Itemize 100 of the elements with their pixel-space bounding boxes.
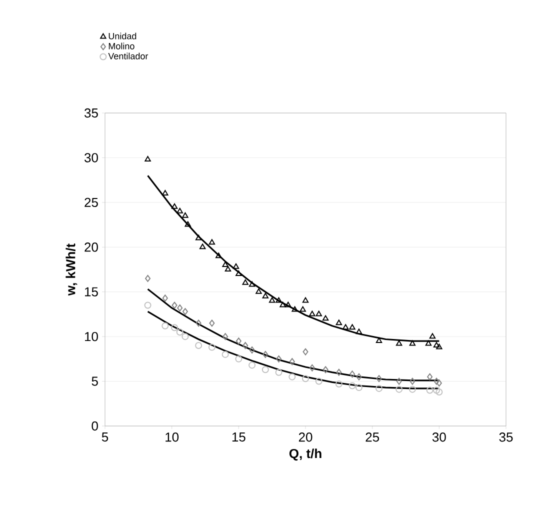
point [248,281,256,287]
point [309,310,316,316]
point [196,320,202,327]
y-tick-label: 5 [92,376,98,386]
point [182,333,189,340]
point [336,320,342,326]
point [242,279,248,285]
point [356,373,362,380]
point [285,302,292,308]
y-tick-label: 10 [85,332,98,342]
point [436,388,443,396]
point [396,386,403,393]
point [436,344,442,350]
point [176,328,184,336]
point [222,350,229,358]
point [249,346,255,354]
point [409,340,416,346]
point [302,297,309,303]
point [376,338,382,344]
point [199,244,206,250]
point [242,342,248,350]
point [262,292,269,298]
point [292,306,298,312]
x-tick-label: 15 [232,432,246,442]
point [342,324,349,330]
point [408,386,416,393]
point [232,263,240,269]
y-tick-label: 0 [92,421,98,431]
point [236,270,242,276]
y-tick-label: 35 [84,108,98,118]
point [355,384,362,392]
point [262,366,269,374]
point [171,203,178,209]
point [433,342,440,348]
y-axis-title: w, kWh/t [66,244,78,296]
x-tick-label: 10 [166,432,179,442]
x-tick-label: 25 [366,432,380,442]
point [184,221,191,227]
point [195,234,202,240]
point [276,355,282,362]
y-tick-label: 25 [84,198,98,208]
point [348,382,356,390]
point [248,362,256,369]
point [376,375,382,382]
point [144,302,152,309]
point [195,342,202,350]
point [322,315,329,321]
point [275,368,282,376]
point [289,358,295,366]
point [315,378,322,385]
point [396,340,402,346]
y-tick-label: 30 [84,153,98,162]
point [208,344,216,351]
point [434,378,440,385]
point [235,355,242,362]
line-series [146,288,440,382]
y-tick-label: 20 [84,242,98,252]
point [426,386,434,394]
point [236,338,242,345]
legend-label: Molino [108,42,134,50]
point [224,266,232,272]
point [145,274,151,282]
point [300,306,306,312]
point [316,310,322,316]
point [425,340,432,346]
point [208,239,216,245]
point [432,386,440,394]
point [376,384,383,392]
legend-label: Ventilador [108,52,148,60]
legend-label: Unidad [108,32,136,40]
line-series [146,310,440,390]
x-axis-title: Q, t/h [289,448,322,461]
point [162,190,168,196]
point [322,366,328,374]
point [262,350,268,358]
point [256,288,262,294]
point [288,373,296,380]
point [349,324,356,330]
point [336,368,342,376]
point [350,370,356,378]
point [302,348,308,356]
point [222,262,228,268]
point [410,378,416,385]
point [176,208,183,214]
x-tick-label: 30 [432,432,446,442]
point [280,302,286,308]
point [436,380,442,387]
point [268,297,276,303]
point [216,252,222,258]
point [182,308,188,316]
point [222,333,228,340]
point [427,373,433,380]
x-tick-label: 20 [298,432,312,442]
point [162,322,169,330]
point [182,212,188,218]
point [429,333,436,339]
point [302,375,309,382]
point [171,324,178,332]
point [276,297,282,303]
point [209,320,215,327]
